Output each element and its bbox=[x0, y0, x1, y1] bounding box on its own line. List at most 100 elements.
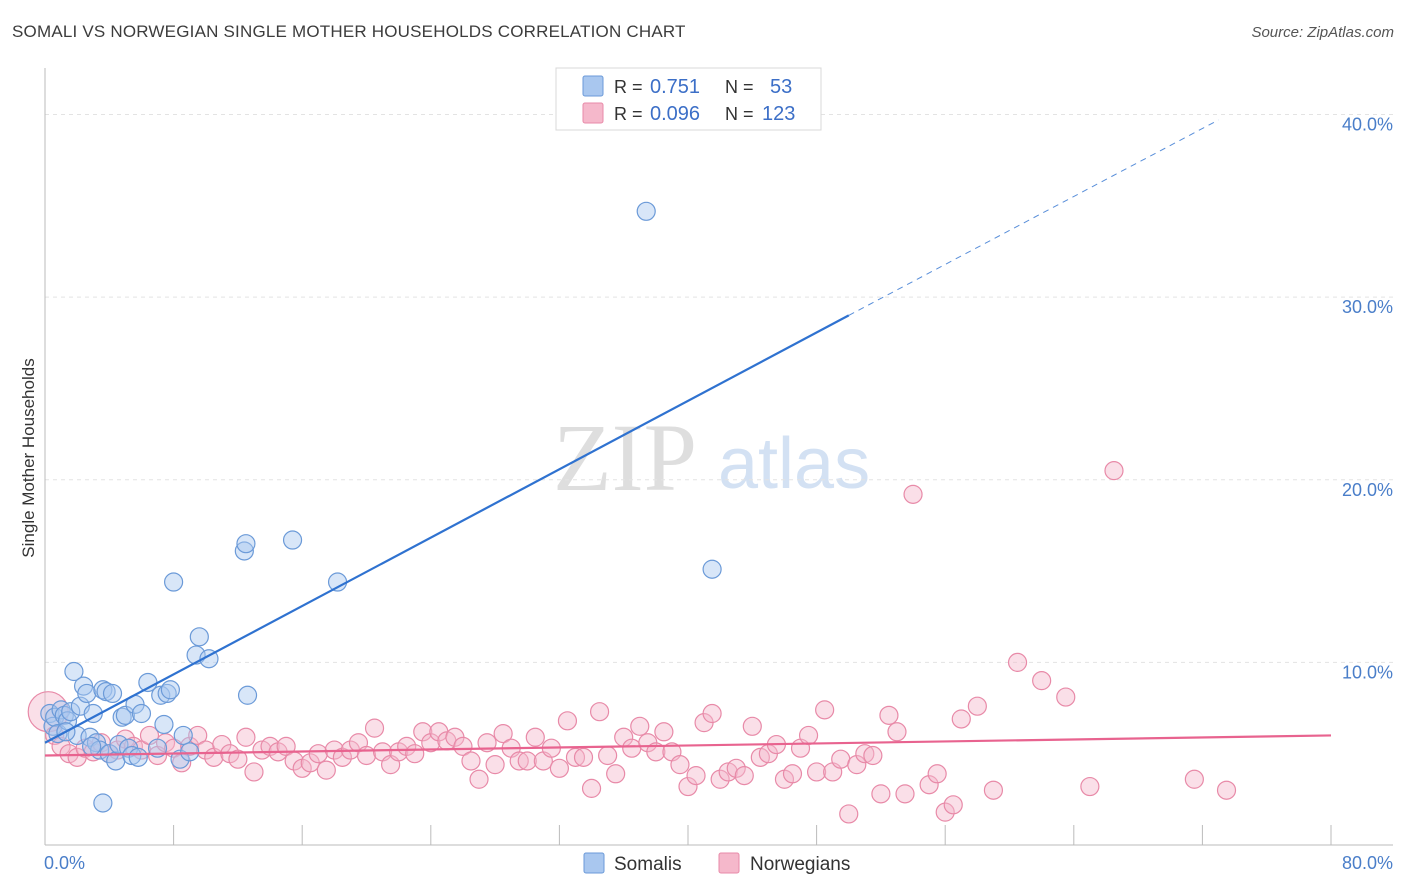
y-tick-label: 40.0% bbox=[1342, 115, 1393, 135]
somali-point bbox=[157, 683, 177, 704]
norwegian-point bbox=[670, 755, 690, 775]
somali-point bbox=[128, 747, 148, 767]
watermark-zip: ZIP bbox=[553, 404, 697, 511]
somali-point bbox=[82, 736, 102, 756]
norwegian-point bbox=[919, 775, 939, 795]
grid-lines bbox=[45, 114, 1393, 663]
y-tick-labels: 10.0% 20.0% 30.0% 40.0% bbox=[1342, 115, 1393, 683]
norwegian-point bbox=[581, 778, 602, 798]
somali-trend-extension bbox=[848, 119, 1219, 316]
somali-point bbox=[170, 749, 190, 769]
norwegian-point bbox=[598, 745, 618, 766]
norwegian-point bbox=[847, 755, 867, 775]
norwegian-point bbox=[710, 769, 730, 789]
somali-point bbox=[234, 541, 254, 561]
norwegian-point bbox=[477, 733, 497, 753]
somali-point bbox=[237, 685, 258, 705]
norwegian-point bbox=[630, 716, 650, 736]
legend-n-label: N = bbox=[725, 77, 754, 97]
norwegian-point bbox=[413, 722, 433, 742]
norwegian-point bbox=[1104, 461, 1124, 481]
norwegian-point bbox=[951, 709, 971, 729]
norwegian-point bbox=[405, 744, 425, 764]
somali-point bbox=[115, 705, 135, 725]
somali-point bbox=[702, 559, 722, 579]
series-legend-norwegian-swatch bbox=[718, 852, 740, 874]
x-tick-label-min: 0.0% bbox=[44, 853, 85, 873]
somali-point bbox=[93, 680, 113, 700]
norwegian-point bbox=[742, 716, 762, 736]
norwegian-point bbox=[686, 766, 706, 786]
norwegian-point bbox=[180, 736, 200, 756]
norwegian-point bbox=[798, 725, 819, 746]
norwegian-point bbox=[654, 722, 674, 742]
norwegian-point bbox=[887, 722, 907, 742]
norwegian-point bbox=[863, 745, 883, 766]
norwegian-point bbox=[236, 727, 256, 747]
somali-point bbox=[77, 683, 97, 704]
series-legend-norwegian: Norwegians bbox=[750, 854, 850, 875]
norwegian-point bbox=[646, 742, 666, 762]
somali-point bbox=[112, 707, 132, 727]
series-legend-somali: Somalis bbox=[614, 854, 682, 875]
somali-point bbox=[61, 702, 81, 722]
norwegian-point bbox=[485, 755, 505, 775]
y-axis-label: Single Mother Households bbox=[19, 358, 38, 557]
chart-title: SOMALI VS NORWEGIAN SINGLE MOTHER HOUSEH… bbox=[12, 22, 686, 41]
somali-point bbox=[164, 572, 184, 592]
norwegian-point bbox=[228, 749, 248, 769]
norwegian-point bbox=[903, 484, 923, 504]
somali-point bbox=[236, 534, 256, 554]
norwegian-point bbox=[806, 762, 827, 782]
norwegian-point bbox=[461, 751, 481, 771]
somali-point bbox=[96, 681, 116, 702]
norwegian-point bbox=[815, 700, 835, 720]
norwegian-point bbox=[782, 764, 803, 784]
legend-norwegian-r: 0.096 bbox=[650, 103, 700, 125]
series-legend: Somalis Norwegians bbox=[583, 852, 850, 875]
axes bbox=[44, 68, 1393, 846]
legend-norwegian-n: 123 bbox=[762, 103, 795, 125]
norwegian-point bbox=[943, 795, 963, 815]
norwegian-point bbox=[606, 764, 626, 784]
somali-point bbox=[51, 700, 71, 720]
stats-legend: R = 0.751 N = 53 R = 0.096 N = 123 bbox=[555, 67, 822, 131]
norwegian-point bbox=[1056, 687, 1076, 707]
norwegian-point bbox=[855, 744, 875, 764]
legend-r-label: R = bbox=[614, 77, 643, 97]
norwegian-point bbox=[1080, 776, 1100, 797]
somali-point bbox=[93, 793, 113, 813]
norwegian-point bbox=[1007, 652, 1028, 672]
somali-point bbox=[180, 742, 200, 762]
norwegian-point bbox=[831, 749, 851, 769]
norwegian-point bbox=[364, 718, 385, 738]
somali-point bbox=[122, 745, 142, 766]
y-tick-label: 30.0% bbox=[1342, 297, 1393, 317]
norwegian-point bbox=[517, 751, 537, 771]
norwegian-point bbox=[1032, 671, 1052, 691]
series-legend-somali-swatch bbox=[583, 852, 605, 874]
norwegian-point bbox=[509, 751, 529, 771]
watermark-atlas: atlas bbox=[718, 424, 870, 504]
norwegian-point bbox=[871, 784, 891, 804]
legend-n-label-2: N = bbox=[725, 104, 754, 124]
x-tick-label-max: 80.0% bbox=[1342, 853, 1393, 873]
norwegian-point bbox=[927, 764, 947, 784]
norwegian-point bbox=[421, 733, 441, 753]
norwegian-point bbox=[565, 747, 586, 767]
norwegian-point bbox=[589, 702, 610, 722]
legend-somali-n: 53 bbox=[770, 76, 792, 98]
somali-trend-line bbox=[44, 314, 850, 744]
norwegian-points bbox=[27, 461, 1237, 824]
norwegian-point bbox=[469, 769, 489, 789]
somali-point bbox=[131, 703, 152, 724]
somali-point bbox=[282, 530, 303, 550]
somali-point bbox=[154, 714, 174, 735]
norwegian-point bbox=[316, 760, 336, 780]
norwegian-point bbox=[1216, 780, 1237, 800]
legend-norwegian-swatch bbox=[582, 102, 604, 124]
somali-point bbox=[64, 661, 84, 682]
y-tick-label: 20.0% bbox=[1342, 480, 1393, 500]
norwegian-point bbox=[702, 703, 722, 724]
